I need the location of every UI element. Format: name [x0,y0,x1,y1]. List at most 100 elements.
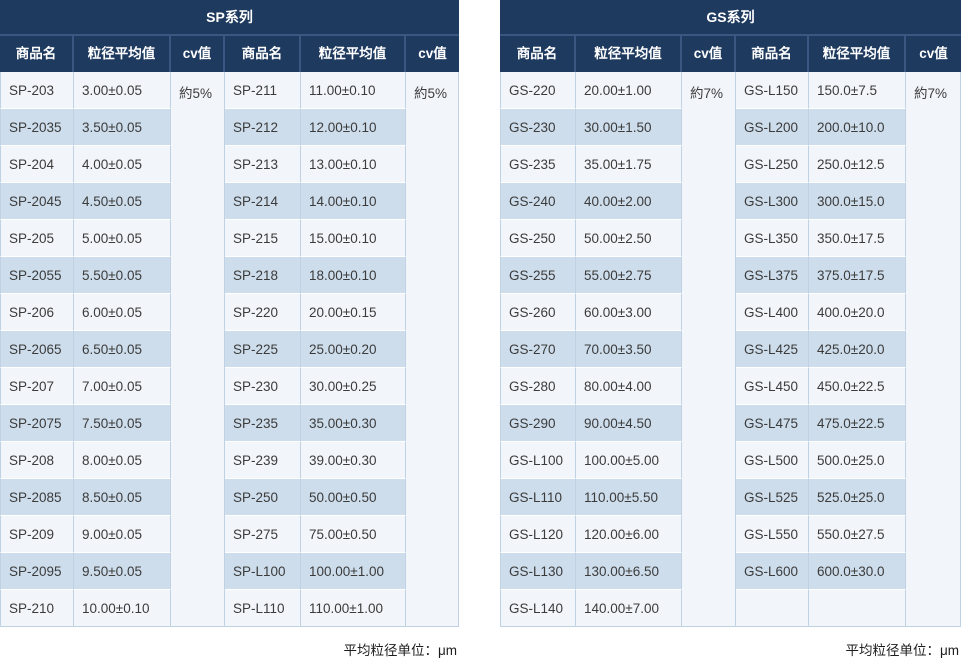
product-name-cell: GS-L425 [736,331,809,368]
particle-size-cell: 14.00±0.10 [301,183,406,220]
table-row: GS-255 55.00±2.75 GS-L375 375.0±17.5 [500,257,961,294]
product-name-cell: SP-208 [0,442,74,479]
table-title: SP系列 [0,0,459,36]
particle-size-cell: 375.0±17.5 [809,257,906,294]
table-row: SP-2055 5.50±0.05 SP-218 18.00±0.10 [0,257,459,294]
product-name-cell: GS-240 [500,183,576,220]
product-name-cell: GS-L600 [736,553,809,590]
particle-size-cell: 8.00±0.05 [74,442,171,479]
particle-size-cell: 300.0±15.0 [809,183,906,220]
gs-table-body: GS-220 20.00±1.00 約7% GS-L150 150.0±7.5 約7% GS… [500,72,961,627]
column-header-size: 粒径平均值 [301,36,406,72]
product-name-cell: SP-215 [225,220,301,257]
table-row: GS-L140 140.00±7.00 [500,590,961,627]
gs-series-section: GS系列 商品名 粒径平均值 cv值 商品名 粒径平均值 cv值 GS-220 2… [500,0,961,667]
particle-size-cell: 90.00±4.50 [576,405,682,442]
particle-size-cell: 50.00±2.50 [576,220,682,257]
particle-size-cell: 3.00±0.05 [74,72,171,109]
product-name-cell: SP-205 [0,220,74,257]
gs-series-table: GS系列 商品名 粒径平均值 cv值 商品名 粒径平均值 cv值 GS-220 2… [500,0,961,627]
particle-size-cell: 60.00±3.00 [576,294,682,331]
column-header-cv: cv值 [906,36,961,72]
table-row: SP-204 4.00±0.05 SP-213 13.00±0.10 [0,146,459,183]
product-name-cell: SP-2095 [0,553,74,590]
unit-note: 平均粒径单位：μm [343,643,457,658]
product-name-cell: GS-235 [500,146,576,183]
particle-size-cell: 50.00±0.50 [301,479,406,516]
particle-size-cell: 130.00±6.50 [576,553,682,590]
particle-size-cell: 40.00±2.00 [576,183,682,220]
unit-note: 平均粒径单位：μm [845,643,960,658]
product-name-cell: SP-225 [225,331,301,368]
particle-size-cell: 110.00±1.00 [301,590,406,627]
table-row: GS-L120 120.00±6.00 GS-L550 550.0±27.5 [500,516,961,553]
cv-value-cell: 約5% [171,72,225,627]
sp-series-table: SP系列 商品名 粒径平均值 cv值 商品名 粒径平均值 cv值 SP-203 3… [0,0,459,627]
product-name-cell: GS-L200 [736,109,809,146]
product-name-cell: GS-L375 [736,257,809,294]
particle-size-cell: 10.00±0.10 [74,590,171,627]
table-row: SP-205 5.00±0.05 SP-215 15.00±0.10 [0,220,459,257]
cv-value-cell: 約7% [682,72,736,627]
product-name-cell: GS-L130 [500,553,576,590]
particle-size-cell: 15.00±0.10 [301,220,406,257]
table-row: GS-230 30.00±1.50 GS-L200 200.0±10.0 [500,109,961,146]
product-name-cell: SP-2065 [0,331,74,368]
table-row: GS-260 60.00±3.00 GS-L400 400.0±20.0 [500,294,961,331]
product-name-cell: SP-L110 [225,590,301,627]
product-name-cell: SP-2075 [0,405,74,442]
product-name-cell: SP-235 [225,405,301,442]
particle-size-cell: 35.00±0.30 [301,405,406,442]
particle-size-cell: 30.00±0.25 [301,368,406,405]
table-title-row: GS系列 [500,0,961,36]
particle-size-cell: 8.50±0.05 [74,479,171,516]
product-name-cell: GS-220 [500,72,576,109]
particle-size-cell: 150.0±7.5 [809,72,906,109]
table-row: SP-206 6.00±0.05 SP-220 20.00±0.15 [0,294,459,331]
product-name-cell: GS-290 [500,405,576,442]
particle-size-cell: 6.00±0.05 [74,294,171,331]
particle-size-cell: 18.00±0.10 [301,257,406,294]
product-name-cell: GS-250 [500,220,576,257]
particle-size-cell: 550.0±27.5 [809,516,906,553]
table-row: GS-290 90.00±4.50 GS-L475 475.0±22.5 [500,405,961,442]
particle-size-cell: 200.0±10.0 [809,109,906,146]
product-name-cell: SP-275 [225,516,301,553]
product-name-cell: SP-211 [225,72,301,109]
sp-series-section: SP系列 商品名 粒径平均值 cv值 商品名 粒径平均值 cv值 SP-203 3… [0,0,459,667]
product-name-cell: GS-L250 [736,146,809,183]
particle-size-cell: 20.00±0.15 [301,294,406,331]
particle-size-cell: 9.50±0.05 [74,553,171,590]
product-name-cell: GS-260 [500,294,576,331]
product-name-cell: SP-209 [0,516,74,553]
table-row: GS-280 80.00±4.00 GS-L450 450.0±22.5 [500,368,961,405]
particle-size-cell: 525.0±25.0 [809,479,906,516]
product-name-cell: SP-220 [225,294,301,331]
particle-size-cell: 110.00±5.50 [576,479,682,516]
product-name-cell: GS-L120 [500,516,576,553]
product-name-cell: GS-270 [500,331,576,368]
product-name-cell: GS-L450 [736,368,809,405]
particle-size-cell: 3.50±0.05 [74,109,171,146]
particle-size-cell: 100.00±1.00 [301,553,406,590]
table-row: GS-240 40.00±2.00 GS-L300 300.0±15.0 [500,183,961,220]
product-name-cell: GS-L300 [736,183,809,220]
particle-size-cell: 39.00±0.30 [301,442,406,479]
column-header-product: 商品名 [500,36,576,72]
product-name-cell: GS-L150 [736,72,809,109]
product-name-cell: GS-L350 [736,220,809,257]
table-row: GS-235 35.00±1.75 GS-L250 250.0±12.5 [500,146,961,183]
product-name-cell: GS-230 [500,109,576,146]
particle-size-cell: 7.50±0.05 [74,405,171,442]
particle-size-cell: 140.00±7.00 [576,590,682,627]
particle-size-cell: 12.00±0.10 [301,109,406,146]
table-row: GS-270 70.00±3.50 GS-L425 425.0±20.0 [500,331,961,368]
product-name-cell: SP-203 [0,72,74,109]
table-row: GS-L130 130.00±6.50 GS-L600 600.0±30.0 [500,553,961,590]
particle-size-cell: 475.0±22.5 [809,405,906,442]
product-name-cell: SP-214 [225,183,301,220]
particle-size-cell: 80.00±4.00 [576,368,682,405]
product-name-cell: SP-2055 [0,257,74,294]
product-name-cell: SP-L100 [225,553,301,590]
